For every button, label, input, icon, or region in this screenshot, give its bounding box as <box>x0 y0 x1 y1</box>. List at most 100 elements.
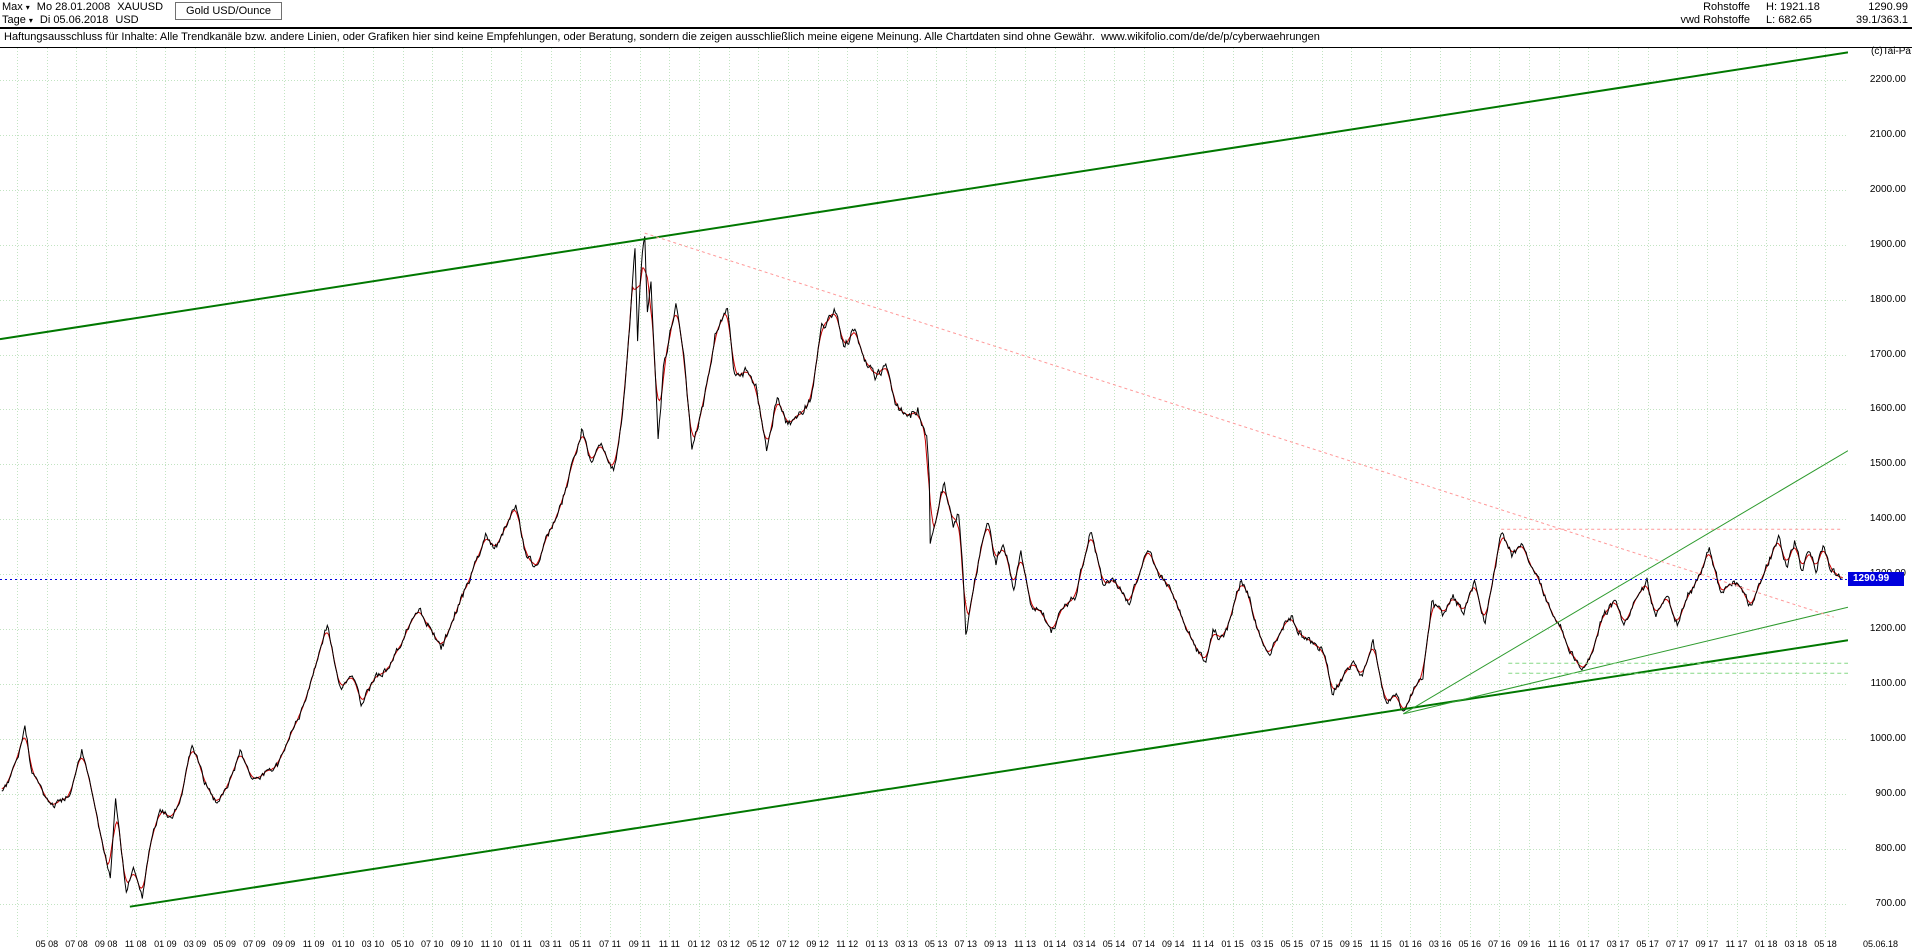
copyright-label: (c)Tai-Pa <box>1870 46 1911 57</box>
date-axis-label: 03 14 <box>1073 939 1096 949</box>
date-axis-label: 09 13 <box>984 939 1007 949</box>
date-axis-label: 05 10 <box>391 939 414 949</box>
chevron-down-icon: ▾ <box>25 2 30 12</box>
date-axis-end-label: 05.06.18 <box>1862 939 1898 949</box>
date-axis-label: 07 17 <box>1665 939 1689 949</box>
date-axis-label: 11 12 <box>836 939 859 949</box>
date-axis-label: 11 10 <box>480 939 503 949</box>
toolbar: Max ▾ Mo 28.01.2008 XAUUSD Tage ▾ Di 05.06… <box>0 0 1912 29</box>
date-axis-label: 07 14 <box>1132 939 1155 949</box>
date-axis-label: 05 11 <box>569 939 592 949</box>
price-axis-label: 900.00 <box>1875 788 1906 800</box>
range-dropdown[interactable]: Max ▾ <box>2 1 30 14</box>
toolbar-left: Max ▾ Mo 28.01.2008 XAUUSD Tage ▾ Di 05.06… <box>2 1 163 27</box>
currency-label: USD <box>115 14 139 26</box>
end-date-label: Di 05.06.2018 <box>39 14 109 26</box>
price-axis-label: 1000.00 <box>1869 733 1906 745</box>
date-axis-label: 01 16 <box>1399 939 1422 949</box>
date-axis-label: 09 17 <box>1695 939 1719 949</box>
date-axis-label: 09 11 <box>628 939 651 949</box>
date-axis-label: 03 15 <box>1250 939 1274 949</box>
price-axis: (c)Tai-Pa 2200.00 2100.00 2000.00 1900.00 18… <box>1848 46 1912 938</box>
date-axis-label: 09 14 <box>1162 939 1185 949</box>
date-axis-label: 07 16 <box>1488 939 1511 949</box>
price-axis-label: 800.00 <box>1875 843 1906 854</box>
date-axis-label: 03 10 <box>361 939 385 949</box>
date-axis-label: 01 18 <box>1754 939 1778 949</box>
category-label: Rohstoffe <box>1703 1 1750 13</box>
date-axis-label: 01 13 <box>865 939 889 949</box>
date-axis-label: 07 15 <box>1310 939 1333 949</box>
start-date-label: Mo 28.01.2008 <box>36 1 111 13</box>
price-axis-label: 1400.00 <box>1869 513 1906 525</box>
date-axis-label: 03 16 <box>1428 939 1452 949</box>
date-axis: 05.06.18 05 08 07 08 09 08 11 08 01 09 03 09 0… <box>0 938 1912 952</box>
date-axis-label: 05 16 <box>1458 939 1481 949</box>
date-axis-label: 03 12 <box>717 939 740 949</box>
date-axis-label: 03 18 <box>1784 939 1808 949</box>
price-axis-label: 1200.00 <box>1869 623 1906 635</box>
price-axis-label: 1600.00 <box>1869 403 1906 415</box>
provider-label: vwd Rohstoffe <box>1680 14 1750 26</box>
date-axis-label: 11 15 <box>1369 939 1392 949</box>
date-axis-label: 05 15 <box>1280 939 1304 949</box>
date-axis-label: 11 08 <box>124 939 147 949</box>
toolbar-right: Rohstoffe H: 1921.18 1290.99 vwd Rohstof… <box>1680 1 1908 27</box>
date-axis-label: 05 09 <box>213 939 236 949</box>
date-axis-label: 09 09 <box>272 939 296 949</box>
price-axis-label: 1100.00 <box>1870 678 1906 690</box>
date-axis-label: 01 15 <box>1221 939 1244 949</box>
date-axis-label: 09 08 <box>94 939 118 949</box>
date-axis-label: 09 12 <box>806 939 829 949</box>
high-value: H: 1921.18 <box>1766 1 1820 13</box>
date-axis-label: 11 17 <box>1725 939 1748 949</box>
date-axis-label: 11 13 <box>1014 939 1037 949</box>
date-axis-label: 11 11 <box>658 939 680 949</box>
date-axis-label: 01 09 <box>154 939 177 949</box>
date-axis-label: 11 09 <box>302 939 325 949</box>
date-axis-label: 03 13 <box>895 939 918 949</box>
date-axis-label: 01 12 <box>687 939 711 949</box>
date-axis-label: 01 14 <box>1043 939 1066 949</box>
date-axis-label: 01 17 <box>1577 939 1600 949</box>
date-axis-label: 07 08 <box>65 939 88 949</box>
price-axis-label: 2100.00 <box>1869 128 1906 140</box>
symbol-label: XAUUSD <box>117 1 164 13</box>
date-axis-label: 05 12 <box>747 939 770 949</box>
date-axis-label: 05 08 <box>35 939 59 949</box>
price-axis-label: 1900.00 <box>1869 238 1906 250</box>
date-axis-label: 07 12 <box>776 939 800 949</box>
date-axis-label: 01 10 <box>332 939 355 949</box>
chevron-down-icon: ▾ <box>28 15 33 25</box>
date-axis-label: 05 13 <box>924 939 948 949</box>
low-value: L: 682.65 <box>1766 14 1812 26</box>
date-axis-label: 11 14 <box>1192 939 1214 949</box>
date-axis-label: 03 11 <box>539 939 562 949</box>
date-axis-label: 03 17 <box>1606 939 1630 949</box>
range-stat-value: 39.1/363.1 <box>1856 14 1908 26</box>
date-axis-label: 07 10 <box>420 939 444 949</box>
last-price-tag: 1290.99 <box>1848 572 1904 587</box>
date-axis-label: 05 14 <box>1102 939 1126 949</box>
date-axis-label: 09 16 <box>1517 939 1541 949</box>
price-axis-label: 2200.00 <box>1869 73 1906 85</box>
range-dropdown-label: Max <box>2 1 23 13</box>
chart-area: (c)Tai-Pa 2200.00 2100.00 2000.00 1900.00 18… <box>0 46 1912 938</box>
price-axis-label: 700.00 <box>1875 897 1906 909</box>
price-axis-label: 1800.00 <box>1869 293 1906 305</box>
period-dropdown[interactable]: Tage ▾ <box>2 14 33 27</box>
date-axis-label: 07 09 <box>243 939 266 949</box>
date-axis-label: 01 11 <box>510 939 533 949</box>
date-axis-label: 09 10 <box>450 939 474 949</box>
price-axis-label: 1500.00 <box>1869 458 1906 470</box>
disclaimer-text: Haftungsausschluss für Inhalte: Alle Tre… <box>0 29 1912 48</box>
last-price-header: 1290.99 <box>1868 1 1908 13</box>
chart-canvas[interactable] <box>0 48 1848 938</box>
date-axis-label: 03 09 <box>183 939 207 949</box>
price-axis-label: 2000.00 <box>1869 183 1906 195</box>
date-axis-label: 05 17 <box>1636 939 1659 949</box>
date-axis-label: 05 18 <box>1814 939 1837 949</box>
date-axis-label: 11 16 <box>1547 939 1570 949</box>
period-dropdown-label: Tage <box>2 14 26 26</box>
date-axis-label: 09 15 <box>1339 939 1363 949</box>
